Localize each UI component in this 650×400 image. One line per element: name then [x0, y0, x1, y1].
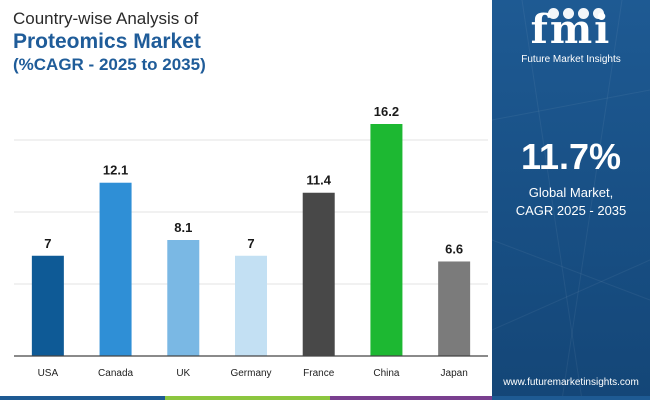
- chart-subtitle: (%CAGR - 2025 to 2035): [13, 55, 206, 74]
- category-label-germany: Germany: [230, 368, 271, 379]
- globe-icons: [546, 6, 626, 20]
- value-label-china: 16.2: [374, 104, 399, 119]
- logo-mark: fmi: [530, 6, 612, 53]
- chart-title-line2: Proteomics Market: [13, 30, 201, 53]
- website-link[interactable]: www.futuremarketinsights.com: [503, 377, 639, 388]
- value-label-canada: 12.1: [103, 163, 128, 178]
- globe-icon: [593, 8, 604, 19]
- chart-title-line1: Country-wise Analysis of: [13, 9, 199, 28]
- value-label-usa: 7: [44, 236, 51, 251]
- bar-china: [370, 124, 403, 356]
- global-cagr-value: 11.7%: [520, 136, 622, 177]
- footer-segment: [165, 396, 330, 400]
- summary-panel: fmi Future Market Insights 11.7% Global …: [492, 0, 650, 400]
- bar-japan: [438, 261, 471, 356]
- panel-decoration: [492, 0, 650, 400]
- value-label-japan: 6.6: [445, 241, 463, 256]
- value-label-germany: 7: [247, 236, 254, 251]
- category-label-canada: Canada: [98, 368, 133, 379]
- globe-icon: [578, 8, 589, 19]
- bar-germany: [235, 255, 267, 356]
- bar-chart: 7 12.1 8.1 7 11.4 16.2 6.6 USA Canada UK Germany F…: [14, 104, 488, 379]
- bar-france: [302, 192, 335, 356]
- category-label-uk: UK: [176, 368, 190, 379]
- cagr-label-line1: Global Market,: [528, 185, 614, 200]
- bar-usa: [31, 255, 64, 356]
- footer-segment: [330, 396, 492, 400]
- bar-uk: [167, 240, 200, 356]
- category-label-usa: USA: [38, 368, 59, 379]
- global-cagr-label: Global Market, CAGR 2025 - 2035: [492, 184, 650, 220]
- category-label-japan: Japan: [441, 368, 468, 379]
- footer-segment: [0, 396, 165, 400]
- chart-title-block: Country-wise Analysis of Proteomics Mark…: [13, 8, 483, 75]
- bar-layer: [31, 124, 471, 356]
- footer-segment: [492, 396, 650, 400]
- globe-icon: [548, 8, 559, 19]
- fmi-logo: fmi Future Market Insights: [492, 6, 650, 66]
- globe-icon: [563, 8, 574, 19]
- logo-text: Future Market Insights: [521, 54, 621, 65]
- cagr-label-line2: CAGR 2025 - 2035: [515, 203, 627, 218]
- category-label-layer: USA Canada UK Germany France China Japan: [38, 368, 468, 379]
- bar-canada: [99, 182, 132, 356]
- value-label-layer: 7 12.1 8.1 7 11.4 16.2 6.6: [44, 104, 463, 256]
- category-label-france: France: [303, 368, 335, 379]
- category-label-china: China: [373, 368, 400, 379]
- value-label-france: 11.4: [306, 173, 331, 188]
- value-label-uk: 8.1: [174, 220, 192, 235]
